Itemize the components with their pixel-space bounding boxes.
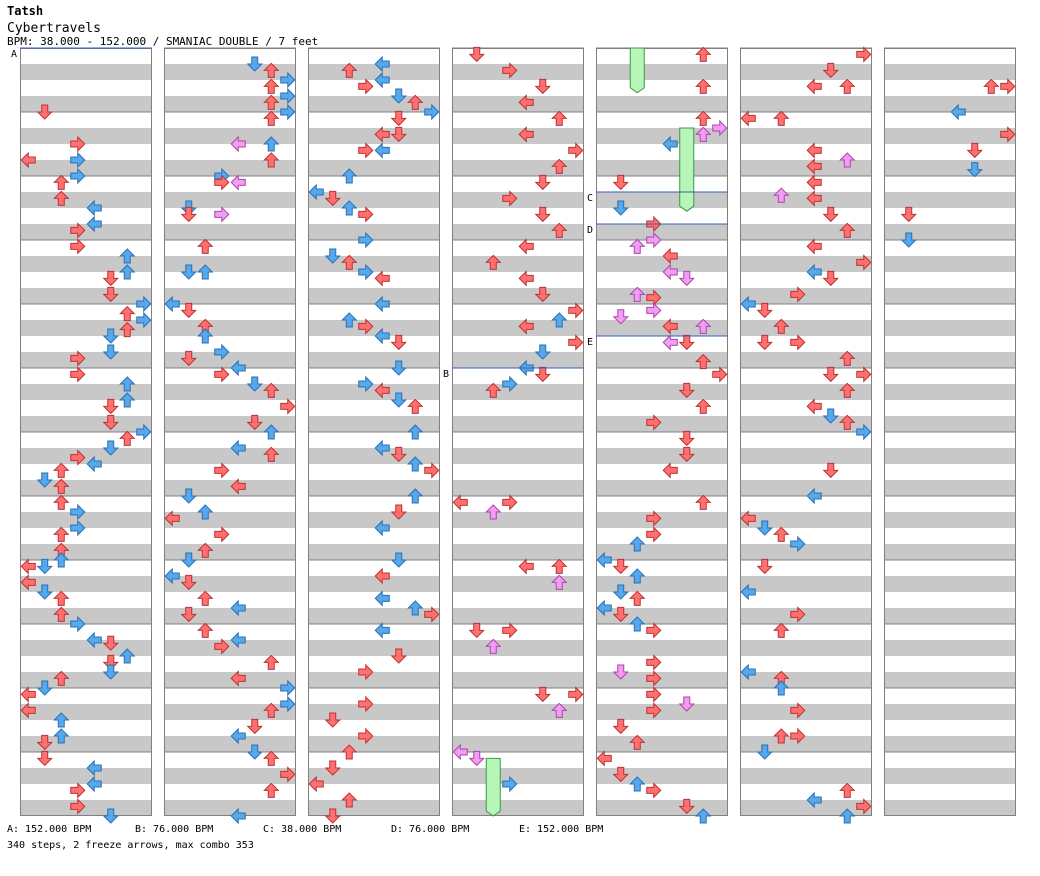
bpm-marker-label: B xyxy=(443,369,449,380)
bpm-marker-label: E xyxy=(587,337,593,348)
bpm-legend-item: C: 38.000 BPM xyxy=(263,824,342,835)
freeze-arrow xyxy=(485,757,501,817)
freeze-arrow xyxy=(629,47,645,94)
chart-panel xyxy=(596,47,728,816)
chart-panels xyxy=(20,47,1016,816)
freeze-arrow xyxy=(679,127,695,212)
bpm-legend-item: A: 152.000 BPM xyxy=(7,824,92,835)
chart-panel xyxy=(740,47,872,816)
bpm-marker-label: D xyxy=(587,225,593,236)
chart-panel xyxy=(452,47,584,816)
bpm-legend-item: E: 152.000 BPM xyxy=(519,824,604,835)
chart-panel xyxy=(884,47,1016,816)
bpm-marker-label: C xyxy=(587,193,593,204)
chart-panel xyxy=(164,47,296,816)
bpm-difficulty-info: BPM: 38.000 - 152.000 / SMANIAC DOUBLE /… xyxy=(7,35,319,48)
chart-panel xyxy=(20,47,152,816)
bpm-marker-label: A xyxy=(11,49,17,60)
chart-panel xyxy=(308,47,440,816)
bpm-legend-item: D: 76.000 BPM xyxy=(391,824,470,835)
freeze-arrows xyxy=(485,47,695,817)
artist-name: Tatsh xyxy=(7,4,44,18)
song-title: Cybertravels xyxy=(7,21,101,36)
chart-stats: 340 steps, 2 freeze arrows, max combo 35… xyxy=(7,840,254,851)
bpm-legend-item: B: 76.000 BPM xyxy=(135,824,214,835)
bpm-markers: A B C D E xyxy=(11,47,728,380)
